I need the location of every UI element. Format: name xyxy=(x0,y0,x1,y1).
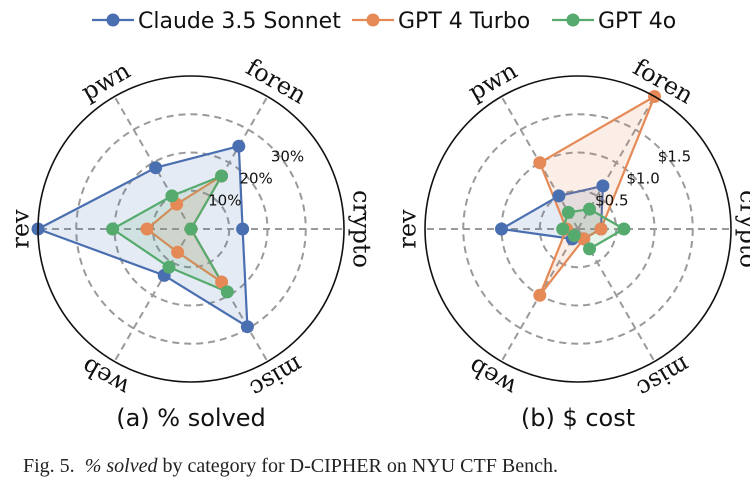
legend-item: GPT 4o xyxy=(552,9,676,34)
category-label: rev xyxy=(7,209,35,249)
grid-ring xyxy=(113,151,269,307)
series-point xyxy=(583,202,596,216)
series-point xyxy=(552,189,566,203)
category-label: crypto xyxy=(735,190,750,268)
series-point xyxy=(162,260,176,274)
grid-ring xyxy=(75,113,307,345)
series-point xyxy=(561,205,575,219)
series-point xyxy=(240,320,254,334)
grid-ring xyxy=(151,189,231,269)
series-point xyxy=(567,229,581,243)
r-tick-label: $1.5 xyxy=(658,148,691,166)
series-point xyxy=(165,189,179,203)
series-point xyxy=(236,222,250,236)
category-label: pwn xyxy=(464,56,522,106)
legend-item: GPT 4 Turbo xyxy=(352,9,530,34)
category-label: web xyxy=(77,352,134,401)
series-point xyxy=(617,222,631,236)
series-point xyxy=(495,222,508,236)
r-tick-label: $0.5 xyxy=(595,191,628,209)
grid-ring xyxy=(500,151,656,307)
series-point xyxy=(215,275,229,289)
r-tick-label: 10% xyxy=(208,191,241,209)
series-point xyxy=(171,245,185,259)
category-label: misc xyxy=(245,351,308,403)
grid-ring xyxy=(538,189,618,269)
grid-ring xyxy=(462,113,694,345)
series-point xyxy=(556,222,570,236)
series-point xyxy=(594,222,608,236)
outer-frame xyxy=(424,75,732,383)
caption-italic: % solved xyxy=(84,455,158,477)
legend-item: Claude 3.5 Sonnet xyxy=(92,9,341,34)
series-point xyxy=(220,285,234,299)
r-tick-label: 30% xyxy=(271,148,304,166)
r-tick-label: 20% xyxy=(239,169,272,187)
series-point xyxy=(149,161,163,175)
category-label: web xyxy=(464,352,521,401)
outer-frame xyxy=(37,75,345,383)
series-point xyxy=(533,156,547,170)
series-point xyxy=(596,179,610,193)
category-label: rev xyxy=(394,209,422,249)
series-point xyxy=(583,242,596,256)
legend-marker xyxy=(366,13,380,27)
legend-marker xyxy=(566,13,580,27)
legend-label: GPT 4 Turbo xyxy=(398,9,530,34)
legend-marker xyxy=(106,13,120,27)
series-point xyxy=(215,169,229,183)
series-point xyxy=(232,139,246,153)
category-label: misc xyxy=(632,351,695,403)
subplot-title: (a) % solved xyxy=(116,404,266,432)
legend: Claude 3.5 Sonnet GPT 4 Turbo GPT 4o xyxy=(92,9,676,34)
r-tick-label: $1.0 xyxy=(626,169,659,187)
series-point xyxy=(184,222,198,236)
legend-label: GPT 4o xyxy=(598,9,676,34)
category-label: crypto xyxy=(348,190,376,268)
caption-fig-label: Fig. 5. xyxy=(23,455,75,477)
legend-label: Claude 3.5 Sonnet xyxy=(138,9,341,34)
category-label: pwn xyxy=(77,56,135,106)
figure-caption: Fig. 5. % solved by category for D-CIPHE… xyxy=(23,455,743,478)
series-point xyxy=(140,222,154,236)
caption-rest: by category for D-CIPHER on NYU CTF Benc… xyxy=(157,455,558,477)
subplot-title: (b) $ cost xyxy=(521,404,635,432)
series-point xyxy=(533,288,547,302)
series-point xyxy=(106,222,120,236)
